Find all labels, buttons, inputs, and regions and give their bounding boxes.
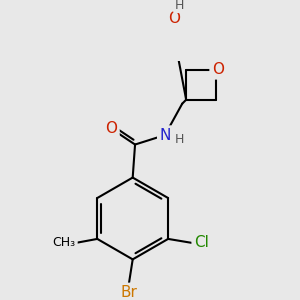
Text: CH₃: CH₃ [53, 236, 76, 249]
Text: H: H [174, 133, 184, 146]
Text: Cl: Cl [194, 236, 208, 250]
Text: N: N [159, 128, 171, 142]
Text: Br: Br [120, 285, 137, 300]
Text: O: O [106, 121, 118, 136]
Text: O: O [212, 62, 224, 77]
Text: O: O [168, 11, 180, 26]
Text: H: H [174, 0, 184, 12]
